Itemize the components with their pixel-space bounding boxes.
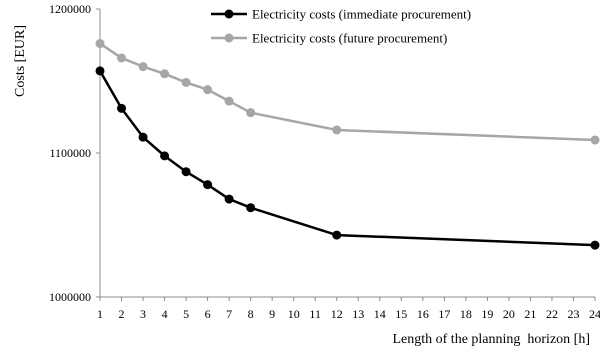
x-tick-label: 14 [374, 307, 386, 321]
x-tick-label: 5 [183, 307, 189, 321]
x-tick-label: 16 [417, 307, 429, 321]
data-point [138, 132, 148, 142]
x-tick-label: 10 [288, 307, 300, 321]
series-line [99, 42, 596, 142]
data-point [224, 96, 234, 106]
axes [96, 8, 596, 301]
data-point [224, 194, 234, 204]
y-tick-labels: 1000000 1100000 1200000 [49, 2, 91, 304]
x-tick-label: 13 [352, 307, 364, 321]
data-point [590, 135, 600, 145]
data-point [95, 66, 105, 76]
y-axis-label: Costs [EUR] [13, 25, 28, 97]
x-tick-label: 19 [481, 307, 493, 321]
x-tick-label: 9 [269, 307, 275, 321]
x-axis-label: Length of the planning horizon [h] [392, 332, 590, 347]
data-point [203, 180, 213, 190]
y-tick-label: 1000000 [49, 290, 91, 304]
legend-label: Electricity costs (immediate procurement… [252, 7, 471, 22]
x-tick-label: 8 [248, 307, 254, 321]
x-tick-label: 15 [395, 307, 407, 321]
data-point [332, 230, 342, 240]
data-point [332, 125, 342, 135]
x-tick-label: 6 [205, 307, 211, 321]
x-tick-label: 24 [589, 307, 600, 321]
y-tick-label: 1200000 [49, 2, 91, 16]
x-tick-label: 22 [546, 307, 558, 321]
series-1 [95, 39, 600, 145]
legend-swatch-marker [224, 9, 234, 19]
data-point [117, 103, 127, 113]
data-point [203, 85, 213, 95]
x-tick-labels: 1 2 3 4 5 6 7 8 9 10 11 12 13 14 15 16 17 18 19 20 21 22 23 24 [97, 307, 600, 321]
x-tick-label: 2 [119, 307, 125, 321]
data-point [138, 62, 148, 72]
x-tick-label: 3 [140, 307, 146, 321]
data-point [95, 39, 105, 49]
x-tick-label: 12 [331, 307, 343, 321]
data-point [181, 167, 191, 177]
x-tick-label: 21 [524, 307, 536, 321]
legend: Electricity costs (immediate procurement… [211, 7, 471, 46]
data-point [246, 108, 256, 118]
x-tick-label: 17 [438, 307, 450, 321]
legend-item: Electricity costs (immediate procurement… [211, 7, 471, 22]
x-tick-label: 7 [226, 307, 232, 321]
y-tick-label: 1100000 [49, 146, 91, 160]
series-line [98, 70, 596, 247]
x-tick-label: 11 [309, 307, 321, 321]
x-tick-label: 23 [567, 307, 579, 321]
data-point [246, 203, 256, 213]
data-point [160, 151, 170, 161]
series-0 [95, 66, 600, 250]
x-tick-label: 18 [460, 307, 472, 321]
data-point [590, 240, 600, 250]
legend-label: Electricity costs (future procurement) [252, 31, 447, 46]
x-tick-label: 4 [162, 307, 168, 321]
data-point [117, 53, 127, 63]
legend-item: Electricity costs (future procurement) [211, 31, 447, 46]
x-tick-label: 20 [503, 307, 515, 321]
data-point [181, 77, 191, 87]
series-group [95, 39, 600, 250]
legend-swatch-marker [224, 33, 234, 43]
x-tick-label: 1 [97, 307, 103, 321]
data-point [160, 69, 170, 79]
